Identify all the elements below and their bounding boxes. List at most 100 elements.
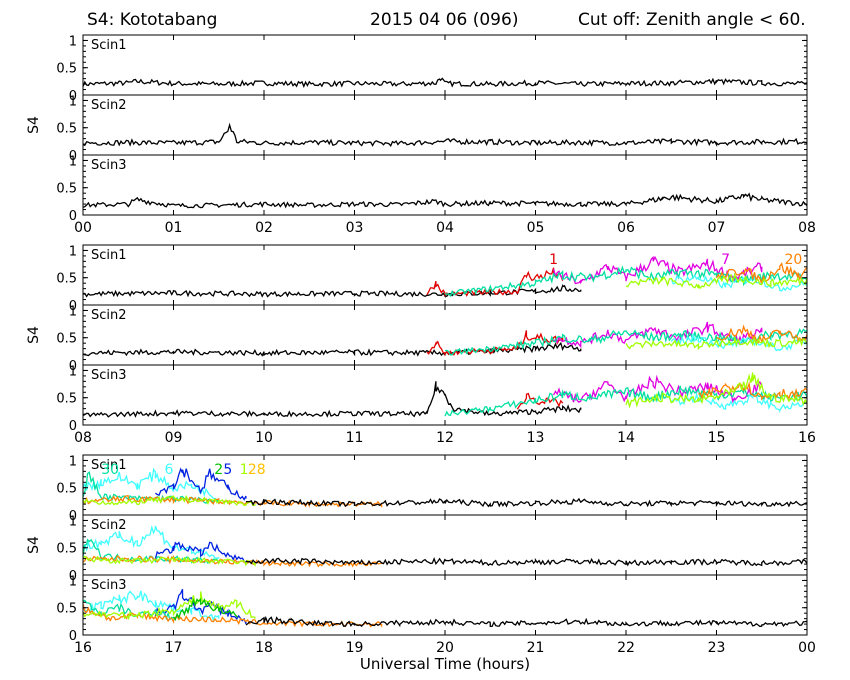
series-trace-2-2-5	[172, 597, 238, 622]
series-trace-1-2-3	[444, 385, 807, 417]
satellite-annotation: 5	[223, 462, 232, 478]
series-trace-1-2-0	[83, 381, 582, 418]
series-trace-2-0-5	[245, 497, 807, 508]
panel-label-scin3: Scin3	[91, 368, 127, 383]
y-tick-label: 0	[69, 359, 77, 374]
y-tick-label: 1	[69, 244, 77, 259]
panel-label-scin3: Scin3	[91, 578, 127, 593]
x-tick-label: 06	[617, 220, 635, 236]
series-trace-1-2-4	[670, 391, 807, 414]
panel-label-scin3: Scin3	[91, 158, 127, 173]
series-trace-1-0-5	[715, 262, 807, 284]
header-title-left: S4: Kototabang	[87, 10, 218, 30]
series-trace-2-0-1	[155, 467, 247, 501]
y-tick-label: 0	[69, 89, 77, 104]
x-tick-label: 14	[617, 430, 635, 446]
panel-label-scin2: Scin2	[91, 518, 127, 533]
series-trace-2-2-1	[154, 588, 247, 625]
x-tick-label: 20	[436, 640, 454, 656]
x-tick-label: 07	[708, 220, 726, 236]
y-tick-label: 0.5	[56, 482, 77, 497]
panel-frame-scin2	[82, 514, 808, 576]
series-trace-1-2-5	[698, 381, 807, 401]
x-tick-label: 10	[255, 430, 273, 446]
x-tick-label: 00	[74, 220, 92, 236]
y-tick-label: 0	[69, 419, 77, 434]
series-trace-2-0-0	[83, 467, 220, 502]
series-trace-2-2-0	[83, 590, 220, 622]
series-trace-2-0-4	[83, 494, 256, 507]
x-tick-label: 02	[255, 220, 273, 236]
series-trace-1-0-3	[444, 265, 807, 298]
x-tick-label: 11	[346, 430, 364, 446]
y-tick-label: 1	[69, 514, 77, 529]
y-tick-label: 0	[69, 209, 77, 224]
series-trace-2-1-0	[83, 525, 220, 559]
y-axis-label: S4	[26, 116, 42, 134]
y-tick-label: 1	[69, 304, 77, 319]
y-tick-label: 1	[69, 154, 77, 169]
satellite-annotation: 2	[214, 462, 223, 478]
series-trace-2-2-3	[83, 603, 383, 628]
y-tick-label: 0.5	[56, 122, 77, 137]
x-tick-label: 19	[346, 640, 364, 656]
x-tick-label: 04	[436, 220, 454, 236]
y-tick-label: 0	[69, 569, 77, 584]
panel-frame-scin1	[82, 34, 808, 96]
y-tick-label: 0.5	[56, 272, 77, 287]
series-trace-1-2-1	[516, 392, 564, 410]
series-trace-2-1-5	[245, 557, 807, 567]
series-trace-1-0-4	[670, 274, 807, 292]
satellite-annotation: 28	[248, 462, 266, 478]
y-tick-label: 1	[69, 454, 77, 469]
satellite-annotation: 1	[549, 252, 558, 268]
panel-frame-scin2	[82, 94, 808, 156]
y-tick-label: 0	[69, 299, 77, 314]
series-trace-2-1-4	[83, 555, 256, 567]
series-trace-0-1-0	[83, 122, 807, 148]
panel-label-scin1: Scin1	[91, 248, 127, 263]
satellite-annotation: 7	[721, 252, 730, 268]
x-tick-label: 16	[74, 640, 92, 656]
satellite-annotation: 30	[101, 462, 119, 478]
y-tick-label: 1	[69, 364, 77, 379]
y-tick-label: 0.5	[56, 332, 77, 347]
series-trace-2-2-6	[245, 615, 807, 628]
panel-label-scin1: Scin1	[91, 38, 127, 53]
header-cutoff: Cut off: Zenith angle < 60.	[578, 10, 806, 30]
x-tick-label: 16	[798, 430, 816, 446]
y-tick-label: 0	[69, 629, 77, 644]
series-trace-2-2-2	[83, 599, 175, 621]
satellite-annotation: 1	[240, 462, 249, 478]
y-tick-label: 0.5	[56, 542, 77, 557]
x-tick-label: 23	[708, 640, 726, 656]
x-tick-label: 00	[798, 640, 816, 656]
x-tick-label: 12	[436, 430, 454, 446]
x-tick-label: 13	[527, 430, 545, 446]
y-tick-label: 0	[69, 509, 77, 524]
y-tick-label: 0	[69, 149, 77, 164]
x-tick-label: 09	[165, 430, 183, 446]
header-date: 2015 04 06 (096)	[370, 10, 519, 30]
x-tick-label: 18	[255, 640, 273, 656]
y-tick-label: 0.5	[56, 62, 77, 77]
x-tick-label: 15	[708, 430, 726, 446]
series-trace-1-0-6	[625, 272, 807, 290]
x-tick-label: 22	[617, 640, 635, 656]
series-trace-2-2-4	[83, 591, 256, 620]
y-tick-label: 0.5	[56, 392, 77, 407]
y-tick-label: 1	[69, 94, 77, 109]
x-tick-label: 21	[527, 640, 545, 656]
y-tick-label: 1	[69, 34, 77, 49]
y-tick-label: 1	[69, 574, 77, 589]
series-trace-0-0-0	[83, 77, 807, 88]
series-trace-1-1-1	[426, 330, 564, 357]
satellite-annotation: 6	[165, 462, 174, 478]
y-axis-label: S4	[26, 326, 42, 344]
panel-label-scin2: Scin2	[91, 308, 127, 323]
series-trace-1-2-6	[625, 372, 807, 409]
series-trace-1-1-6	[625, 337, 807, 351]
series-trace-2-1-1	[154, 541, 247, 566]
x-tick-label: 17	[165, 640, 183, 656]
